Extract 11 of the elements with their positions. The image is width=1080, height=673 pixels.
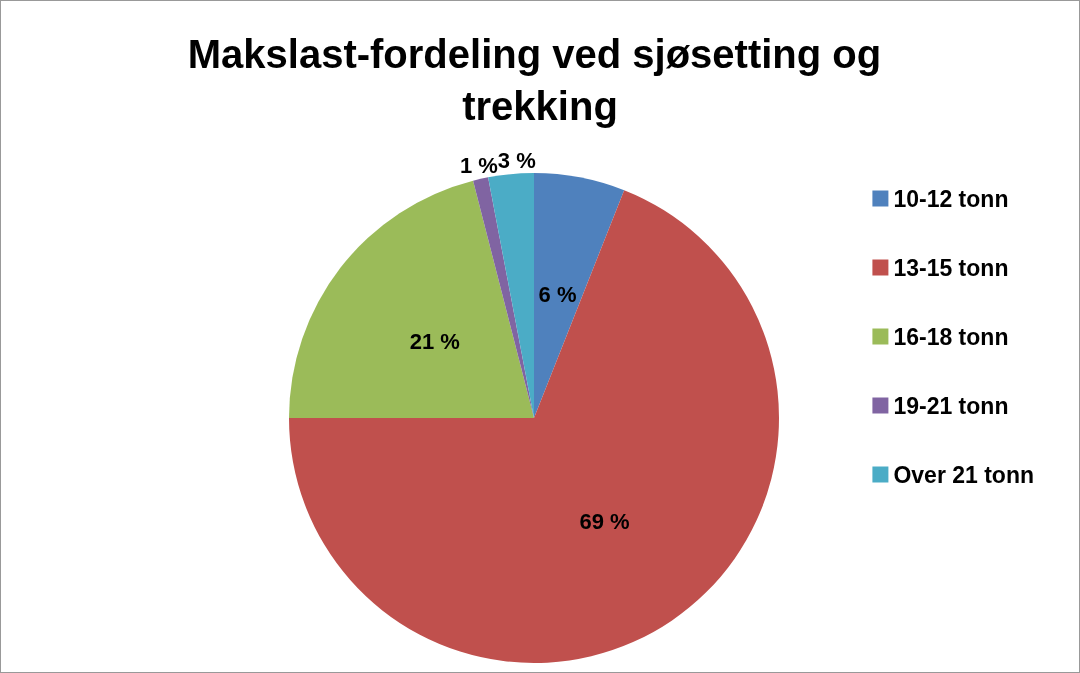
data-label: 21 % [409, 328, 460, 354]
data-label: 69 % [579, 509, 630, 535]
legend-label: 19-21 tonn [893, 392, 1009, 419]
data-label: 3 % [497, 147, 536, 173]
legend-label: 13-15 tonn [893, 254, 1009, 281]
legend-label: Over 21 tonn [893, 461, 1035, 488]
legend-label: 10-12 tonn [893, 185, 1009, 212]
legend-label: 16-18 tonn [893, 323, 1009, 350]
data-label: 6 % [538, 282, 577, 308]
data-label: 1 % [459, 152, 498, 178]
chart-title: Makslast-fordeling ved sjøsetting og trekking [187, 32, 893, 128]
